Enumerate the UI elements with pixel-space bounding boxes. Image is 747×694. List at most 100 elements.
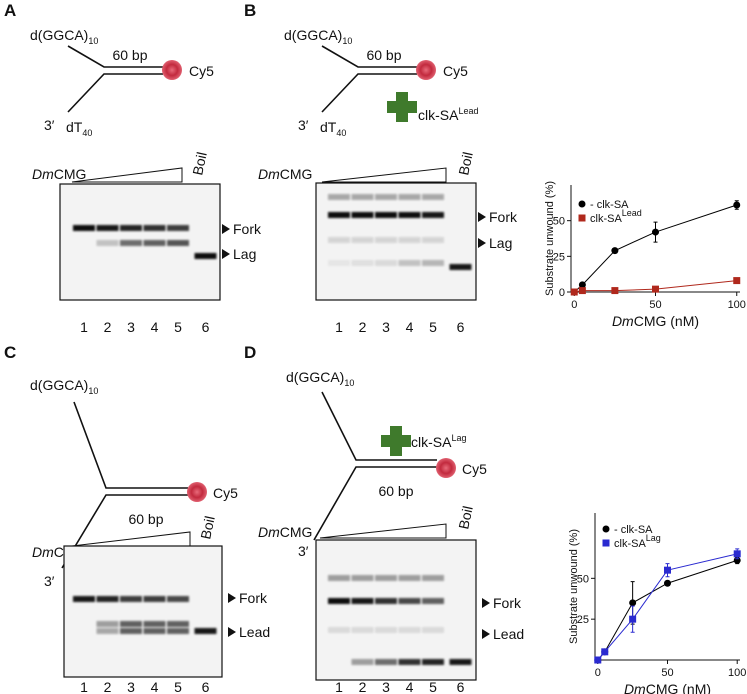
gel-band [422,627,444,633]
lane-number-part: 1 [335,679,343,694]
dye-label: Cy5 [462,461,487,477]
gel-band [73,225,95,231]
legend-label: clk-SALead [590,208,642,225]
lane-number-part: 4 [406,679,414,694]
gel-band [328,194,350,200]
boil-label-part: Boil [197,514,218,540]
lane-number-part: 4 [406,319,414,335]
gel-image [63,545,223,678]
gel-band [375,598,397,604]
prime-label-part: 3′ [298,117,309,133]
titration-wedge [71,531,191,547]
gel-band [167,621,189,627]
data-point [733,201,741,209]
lane-number: 6 [457,679,465,694]
strand-label-part: 10 [344,378,354,388]
y-axis-title-part: Substrate unwound (%) [568,529,580,644]
gel-band [167,240,189,246]
legend-marker [602,539,610,547]
gel-band [398,237,421,243]
lane-number: 4 [151,319,159,335]
legend-label-part: - clk-SA [590,199,629,211]
titration-wedge [71,167,183,183]
gel-band [351,237,374,243]
dye-label: Cy5 [189,63,214,79]
gel-band [143,225,166,231]
data-point [652,285,659,293]
y-axis-title-part: Substrate unwound (%) [544,181,556,296]
duplex-label: 60 bp [366,47,401,63]
band-label-part: Lead [239,624,270,640]
enzyme-label-part: CMG [280,166,313,182]
gel-band [328,237,350,243]
cy5-dye [416,60,436,80]
gel-band [375,659,397,665]
gel-band [398,598,421,604]
block-label-part: Lag [451,433,466,443]
band-arrow [228,627,236,637]
gel-band [143,240,166,246]
band-label: Lead [493,626,524,642]
enzyme-label: DmCMG [258,166,312,182]
lane-number: 3 [127,319,135,335]
strand-label-part: dT [66,119,83,135]
gel-band [375,260,397,266]
cy5-dye [436,458,456,478]
lane-number-part: 2 [359,319,367,335]
y-tick-label: 25 [577,614,589,626]
lane-number: 3 [127,679,135,694]
legend-marker [602,525,610,533]
strand-label: dT40 [66,119,92,138]
gel-band [422,598,444,604]
strand-label-part: d(GGCA) [284,27,342,43]
x-axis-title: DmCMG (nM) [624,681,711,694]
lane-number: 5 [429,679,437,694]
lane-number: 1 [80,679,88,694]
strand-label-part: 40 [336,128,346,138]
band-arrow [228,593,236,603]
gel-band [351,598,374,604]
lane-number-part: 6 [457,679,465,694]
gel-band [120,628,142,634]
dna-strands [313,391,437,541]
gel-band [120,621,142,627]
panel-letter: C [4,343,16,362]
dye-label-part: Cy5 [443,63,468,79]
data-point [601,648,609,656]
gel-band [398,575,421,581]
gel-band [120,240,142,246]
panel-letter: B [244,1,256,20]
y-tick-label: 25 [553,251,565,263]
band-label-part: Fork [489,209,518,225]
strand-label-part: 10 [88,36,98,46]
band-label-part: Lag [233,246,256,262]
lane-number-part: 5 [429,319,437,335]
band-label: Lag [233,246,256,262]
strand-label-part: dT [320,119,337,135]
gel-band [449,659,472,665]
enzyme-label: DmCMG [32,166,86,182]
gel-band [167,628,189,634]
gel-band [351,575,374,581]
prime-label: 3′ [44,117,55,133]
gel-band [375,627,397,633]
data-point [664,566,671,574]
gel-band [143,628,166,634]
y-tick-label: 50 [577,573,589,585]
dye-label-part: Cy5 [462,461,487,477]
streptavidin-block [381,426,411,456]
lane-number-part: 1 [80,679,88,694]
band-label-part: Lag [489,235,512,251]
lane-number-part: 6 [202,319,210,335]
legend-label: - clk-SA [590,199,629,211]
lane-number: 2 [104,679,112,694]
data-point [733,550,741,558]
lane-number-part: 1 [80,319,88,335]
gel-band [194,253,217,259]
lane-number: 5 [174,319,182,335]
gel-image [315,539,477,681]
lane-number: 4 [406,319,414,335]
gel-band [96,628,119,634]
boil-label: Boil [197,514,218,540]
